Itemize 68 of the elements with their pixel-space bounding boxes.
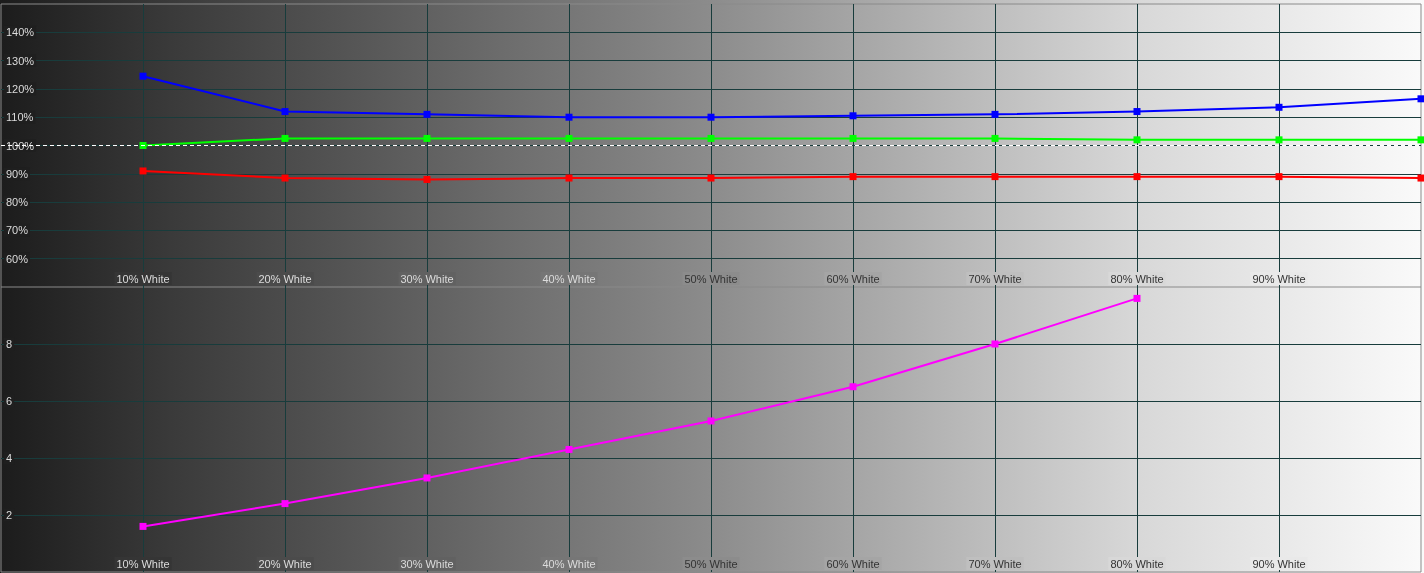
x-tick-label: 60% White xyxy=(826,272,880,285)
y-tick-label: 120% xyxy=(6,82,35,95)
point xyxy=(281,500,289,508)
point xyxy=(1417,136,1424,144)
point xyxy=(281,134,289,142)
point xyxy=(139,522,147,530)
point xyxy=(1275,103,1283,111)
point xyxy=(139,72,147,80)
point xyxy=(1275,173,1283,181)
point xyxy=(849,112,857,120)
point xyxy=(281,174,289,182)
point xyxy=(707,417,715,425)
x-tick-label: 70% White xyxy=(968,557,1022,570)
x-tick-label: 40% White xyxy=(542,272,596,285)
y-tick-label: 110% xyxy=(6,111,34,124)
y-tick-label: 70% xyxy=(6,224,29,237)
x-tick-label: 30% White xyxy=(400,272,454,285)
point xyxy=(849,383,857,391)
x-tick-label: 80% White xyxy=(1110,272,1164,285)
point xyxy=(707,113,715,121)
point xyxy=(565,445,573,453)
point xyxy=(1133,136,1141,144)
point xyxy=(1417,95,1424,103)
point xyxy=(281,108,289,116)
y-tick-label: 6 xyxy=(6,395,13,407)
y-tick-label: 130% xyxy=(6,54,35,67)
x-tick-label: 90% White xyxy=(1252,272,1306,285)
x-tick-label: 10% White xyxy=(116,557,170,570)
y-tick-label: 90% xyxy=(6,167,29,180)
x-tick-label: 20% White xyxy=(258,557,312,570)
point xyxy=(565,174,573,182)
y-tick-label: 80% xyxy=(6,196,29,209)
x-tick-label: 20% White xyxy=(258,272,312,285)
x-tick-label: 50% White xyxy=(684,557,738,570)
x-tick-label: 10% White xyxy=(116,272,170,285)
point xyxy=(1417,174,1424,182)
point xyxy=(423,134,431,142)
point xyxy=(139,142,147,149)
y-tick-label: 8 xyxy=(6,338,13,350)
x-tick-label: 60% White xyxy=(826,557,880,570)
point xyxy=(565,134,573,142)
point xyxy=(991,340,999,348)
point xyxy=(707,134,715,142)
point xyxy=(565,113,573,121)
x-tick-label: 90% White xyxy=(1252,557,1306,570)
y-tick-label: 4 xyxy=(6,452,13,464)
x-tick-label: 30% White xyxy=(400,557,454,570)
point xyxy=(991,134,999,142)
x-tick-label: 70% White xyxy=(968,272,1022,285)
x-tick-label: 40% White xyxy=(542,557,596,570)
x-tick-label: 80% White xyxy=(1110,557,1164,570)
point xyxy=(423,474,431,482)
y-tick-label: 2 xyxy=(6,509,13,521)
point xyxy=(423,175,431,183)
point xyxy=(423,110,431,118)
point xyxy=(1133,108,1141,116)
point xyxy=(1275,136,1283,144)
point xyxy=(1133,173,1141,181)
point xyxy=(849,173,857,181)
point xyxy=(707,174,715,182)
point xyxy=(991,173,999,181)
point xyxy=(139,167,147,175)
point xyxy=(1133,294,1141,302)
y-tick-label: 60% xyxy=(6,252,29,265)
y-tick-label: 140% xyxy=(6,26,35,39)
point xyxy=(849,134,857,142)
point xyxy=(991,110,999,118)
x-tick-label: 50% White xyxy=(684,272,738,285)
